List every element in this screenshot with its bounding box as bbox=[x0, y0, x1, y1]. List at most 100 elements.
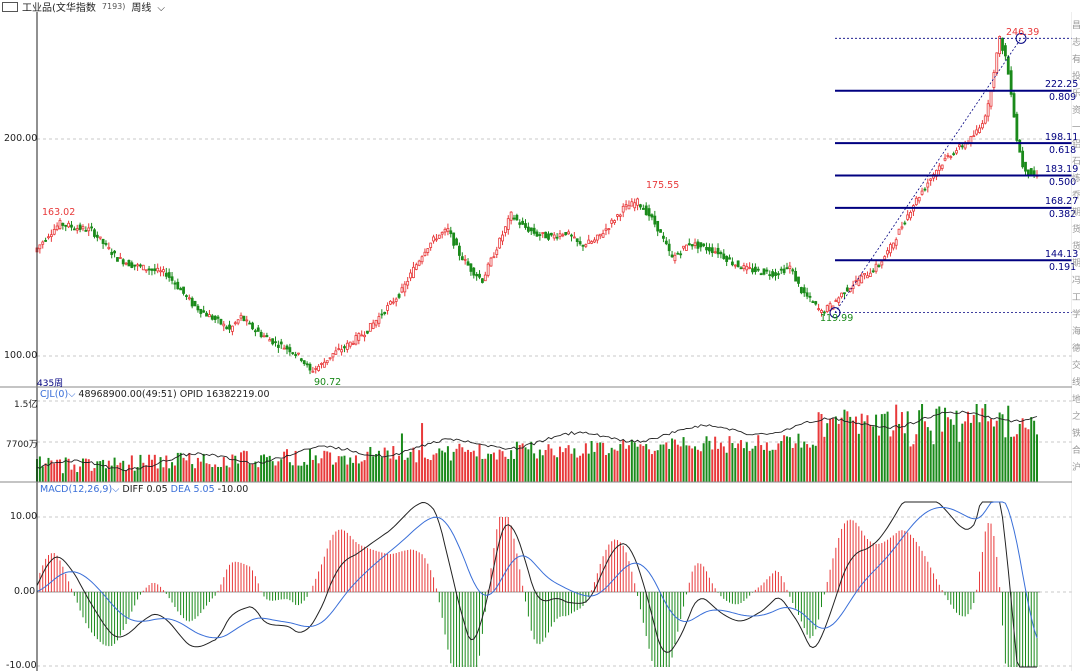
volume-bar bbox=[734, 448, 737, 482]
volume-bar bbox=[156, 468, 159, 482]
macd-value: -10.00 bbox=[217, 484, 249, 495]
volume-bar bbox=[581, 453, 584, 482]
volume-bar bbox=[484, 458, 487, 482]
candle-body bbox=[610, 219, 614, 224]
candle-body bbox=[386, 305, 389, 311]
candle-body bbox=[584, 244, 588, 247]
candle-body bbox=[150, 268, 154, 271]
volume-bar bbox=[909, 446, 912, 482]
candle-body bbox=[334, 350, 338, 355]
opid-line bbox=[36, 410, 1038, 472]
volume-bar bbox=[665, 442, 668, 482]
volume-bar bbox=[277, 461, 280, 482]
volume-bar bbox=[877, 435, 880, 482]
candle-body bbox=[291, 352, 295, 355]
candle-body bbox=[886, 250, 889, 255]
candle-body bbox=[104, 243, 108, 245]
candle-body bbox=[495, 249, 499, 255]
volume-bar bbox=[768, 450, 771, 482]
volume-bar bbox=[501, 451, 504, 482]
volume-bar bbox=[251, 464, 254, 482]
macd-indicator-name[interactable]: MACD(12,26,9)⌵ bbox=[40, 484, 120, 495]
volume-bar bbox=[79, 466, 82, 482]
volume-bar bbox=[306, 464, 309, 482]
candle-body bbox=[222, 323, 226, 327]
candle-body bbox=[1021, 150, 1025, 168]
candle-body bbox=[515, 214, 519, 221]
volume-bar bbox=[205, 463, 208, 482]
macd-dea-line bbox=[36, 501, 1038, 639]
volume-bar bbox=[722, 446, 725, 482]
window-icon[interactable] bbox=[2, 1, 18, 12]
candle-body bbox=[529, 227, 533, 232]
candle-body bbox=[518, 222, 522, 225]
candle-body bbox=[130, 262, 134, 268]
volume-bar bbox=[699, 451, 702, 482]
volume-bar bbox=[53, 463, 56, 482]
period-selector[interactable]: 周线 ⌵ bbox=[131, 0, 171, 14]
candle-body bbox=[716, 247, 720, 255]
candle-body bbox=[963, 143, 967, 149]
volume-bar bbox=[228, 467, 231, 482]
candle-body bbox=[228, 324, 231, 330]
candle-body bbox=[406, 280, 410, 286]
candle-body bbox=[202, 310, 206, 313]
candle-body bbox=[664, 240, 668, 245]
candle-body bbox=[676, 252, 680, 255]
volume-bar bbox=[418, 450, 421, 482]
volume-bar bbox=[148, 454, 151, 482]
candle-body bbox=[670, 254, 674, 258]
candle-body bbox=[49, 234, 53, 237]
price-label-low2: 119.99 bbox=[820, 313, 854, 324]
volume-bar bbox=[421, 423, 424, 482]
period-label: 周线 bbox=[131, 3, 152, 14]
candle-body bbox=[139, 264, 142, 267]
candle-body bbox=[340, 349, 343, 353]
volume-bar bbox=[763, 449, 766, 482]
volume-bar bbox=[808, 447, 811, 482]
vol-tick-15e8: 1.5亿 bbox=[14, 400, 38, 410]
volume-bar bbox=[648, 449, 651, 482]
volume-bar bbox=[797, 433, 800, 482]
volume-bar bbox=[504, 456, 507, 482]
volume-bar bbox=[852, 420, 855, 482]
volume-bar bbox=[467, 449, 470, 482]
candle-body bbox=[302, 360, 306, 365]
volume-bar bbox=[366, 451, 369, 482]
volume-bar bbox=[820, 413, 823, 482]
candle-body bbox=[297, 352, 300, 355]
volume-indicator-name[interactable]: CJL(0)⌵ bbox=[40, 389, 76, 400]
volume-bar bbox=[923, 421, 926, 482]
candle-body bbox=[389, 300, 392, 305]
volume-bar bbox=[403, 459, 406, 482]
candle-body bbox=[343, 346, 346, 349]
candle-body bbox=[572, 236, 576, 239]
volume-bar bbox=[127, 464, 130, 482]
volume-bar bbox=[926, 427, 929, 482]
candle-body bbox=[133, 264, 137, 267]
candle-body bbox=[190, 297, 194, 307]
volume-bar bbox=[533, 453, 536, 482]
candle-body bbox=[176, 281, 180, 290]
volume-bar bbox=[265, 457, 268, 482]
volume-bar bbox=[171, 462, 174, 482]
candle-body bbox=[351, 343, 355, 345]
volume-bar bbox=[573, 448, 576, 482]
candle-body bbox=[929, 178, 933, 181]
candle-body bbox=[541, 232, 545, 234]
fib-ratio-0191: 0.191 bbox=[1049, 262, 1077, 273]
fib-ratio-0809: 0.809 bbox=[1049, 92, 1077, 103]
fib-price-0500: 183.19 bbox=[1045, 164, 1079, 175]
volume-bar bbox=[544, 449, 547, 482]
candle-body bbox=[44, 239, 48, 242]
volume-bar bbox=[630, 439, 633, 482]
y-tick-100: 100.00 bbox=[4, 350, 38, 361]
candle-body bbox=[256, 327, 260, 332]
volume-bar bbox=[56, 459, 59, 482]
volume-bar bbox=[248, 464, 251, 482]
candle-body bbox=[147, 268, 151, 271]
volume-bar bbox=[1027, 429, 1030, 482]
candle-body bbox=[412, 266, 415, 278]
volume-bar bbox=[849, 416, 852, 482]
